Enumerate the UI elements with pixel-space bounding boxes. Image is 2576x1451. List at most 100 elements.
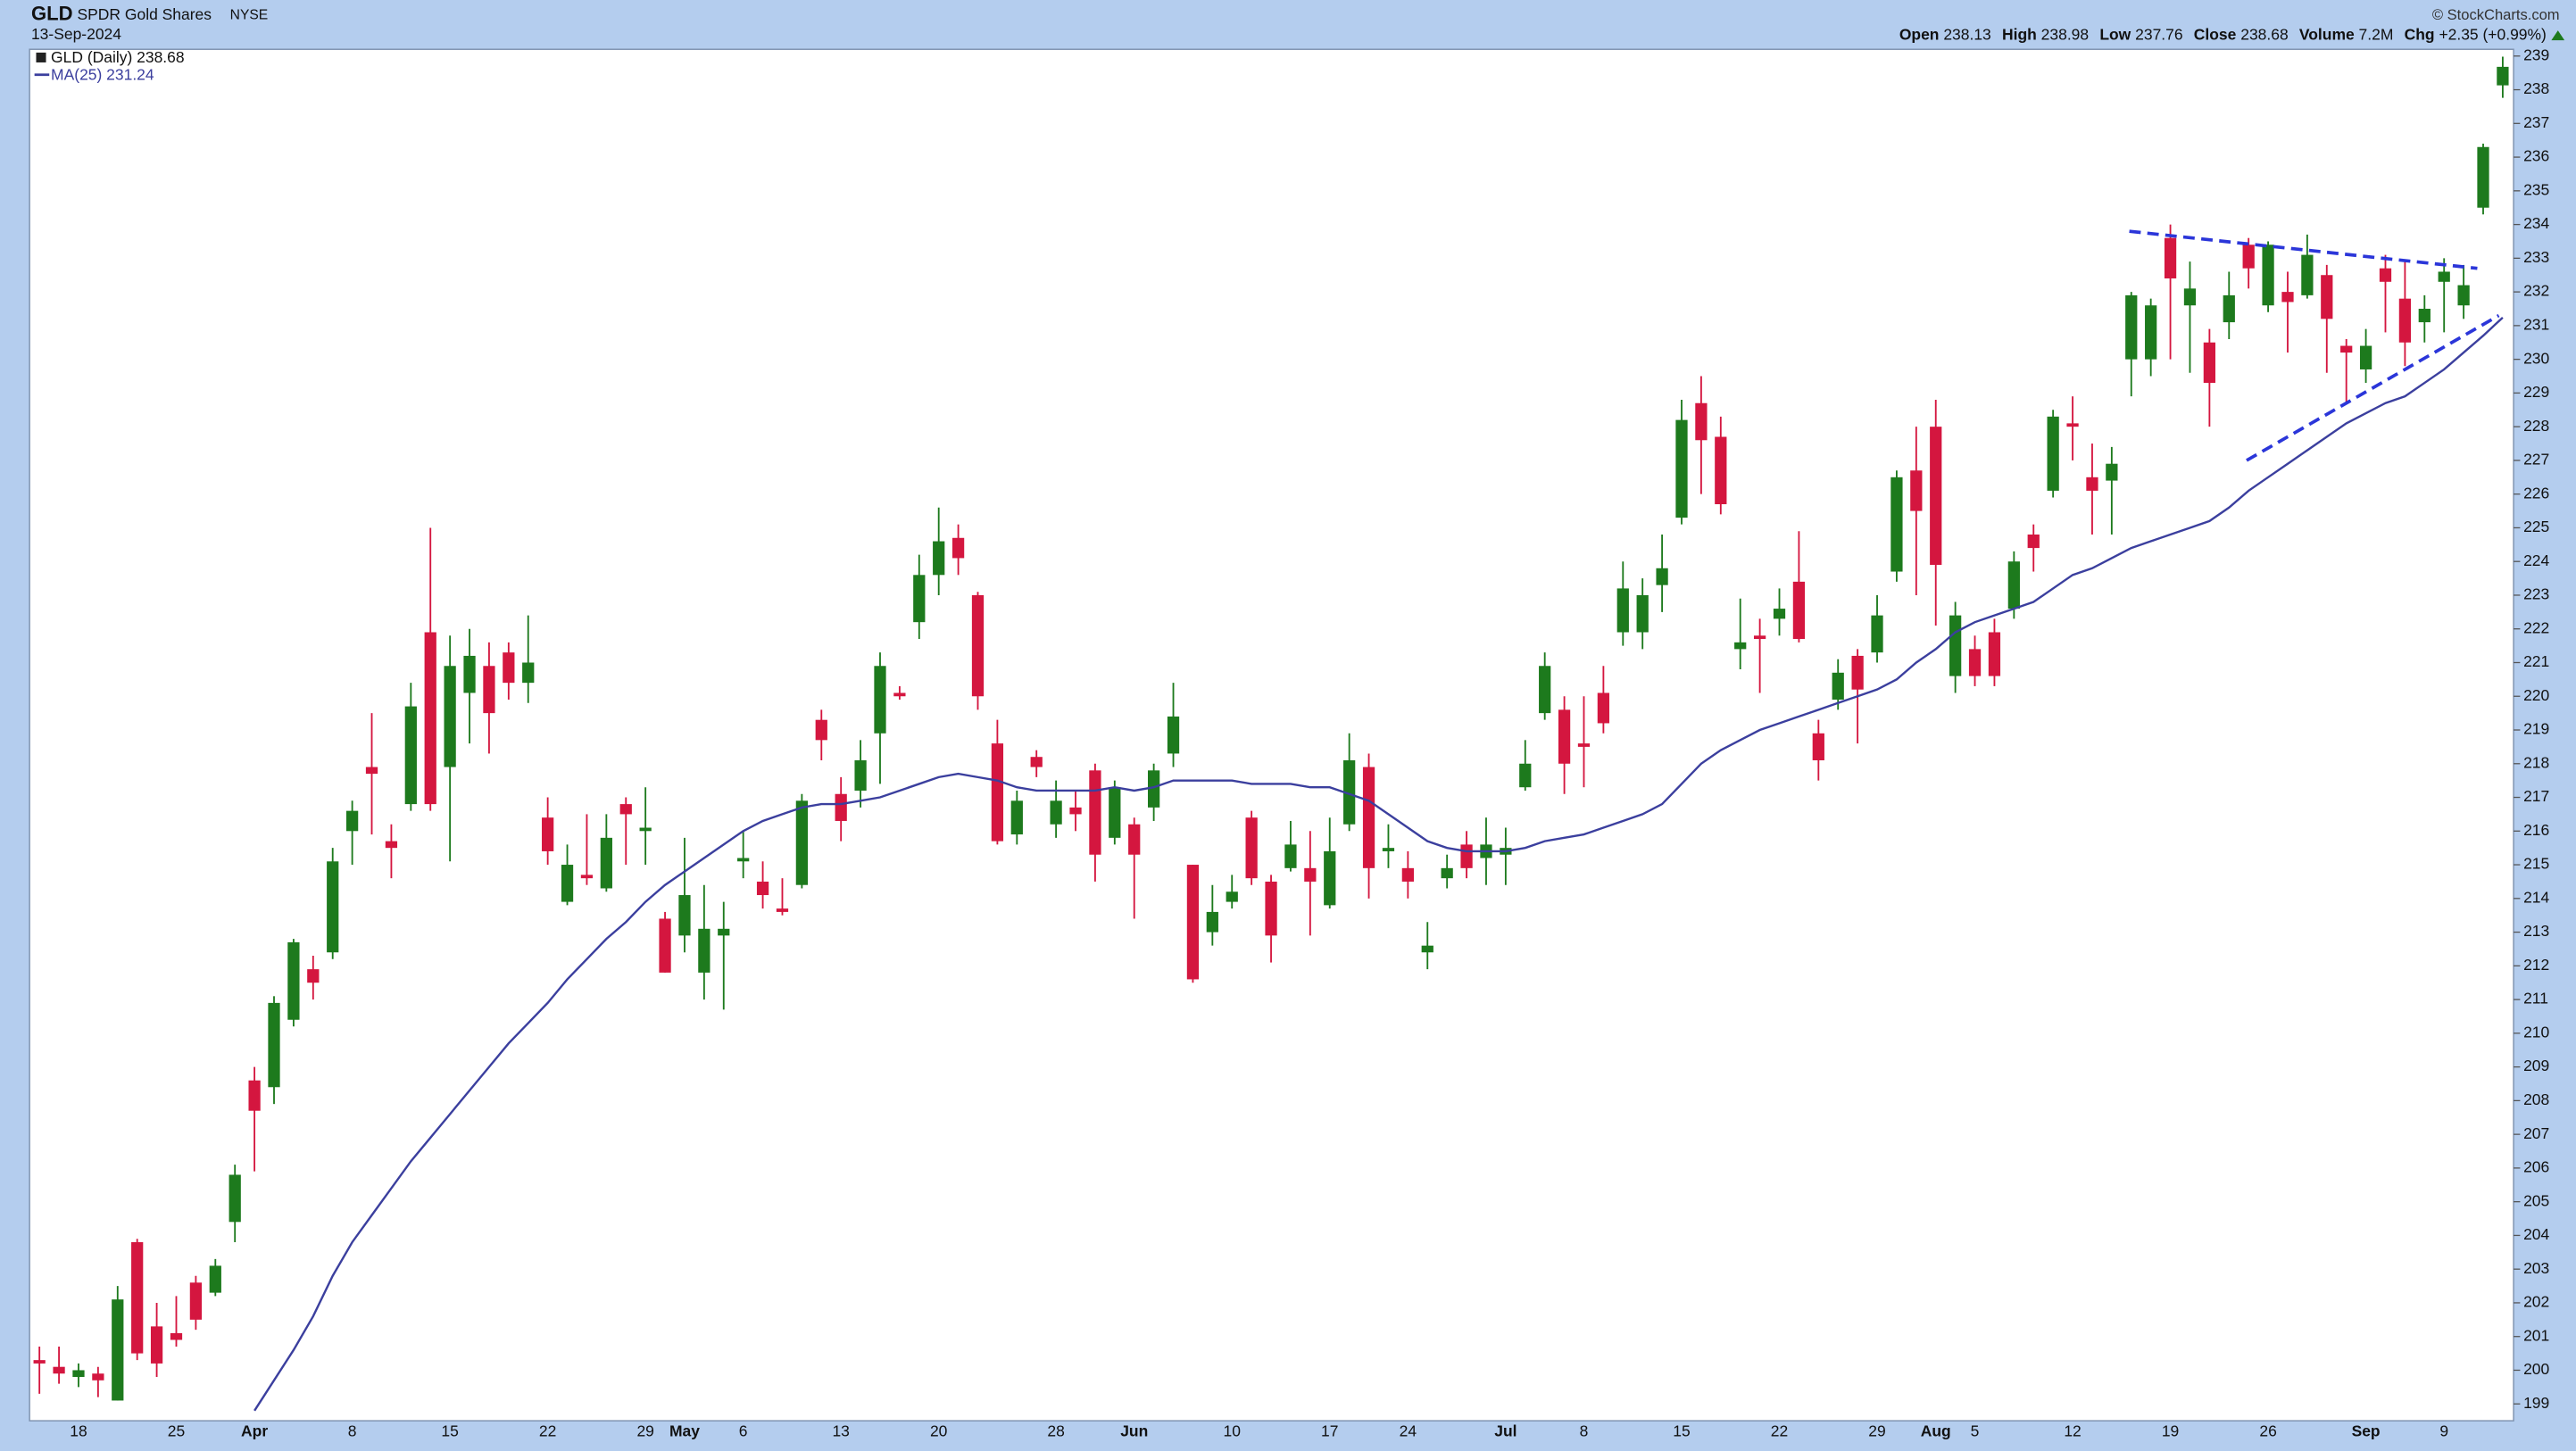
candle-body	[365, 767, 378, 775]
quote-label: Open	[1899, 25, 1940, 43]
x-tick-label: 19	[2162, 1422, 2179, 1440]
candle-body	[2047, 416, 2059, 491]
candle-body	[2438, 271, 2450, 282]
trendline	[2246, 313, 2500, 462]
candle-body	[893, 692, 906, 697]
quote-value: 7.2M	[2359, 25, 2394, 43]
candle-body	[1089, 770, 1101, 855]
candle-body	[1675, 419, 1688, 518]
candle-body	[2497, 66, 2509, 86]
x-tick-label: 15	[441, 1422, 458, 1440]
candle-body	[1890, 477, 1903, 572]
candle-body	[92, 1373, 104, 1381]
candle-body	[815, 719, 827, 741]
x-tick-label: Jun	[1120, 1422, 1148, 1440]
candle-body	[1753, 635, 1766, 640]
candle-body	[1245, 817, 1258, 879]
candle-body	[1441, 867, 1453, 879]
x-tick-label: 26	[2259, 1422, 2276, 1440]
candle-body	[1148, 770, 1160, 808]
candle-body	[737, 858, 750, 862]
candle-body	[2106, 463, 2118, 481]
candle-body	[580, 875, 594, 879]
quote-label: Chg	[2405, 25, 2435, 43]
quote-label: Volume	[2299, 25, 2355, 43]
candle-body	[248, 1080, 261, 1111]
candle-body	[1812, 733, 1824, 760]
x-tick-label: 8	[1580, 1422, 1589, 1440]
candle-body	[1128, 824, 1141, 855]
candle-body	[698, 928, 710, 973]
candle-body	[971, 594, 985, 697]
candle-body	[2164, 237, 2177, 279]
y-tick-label: 233	[2523, 248, 2549, 266]
candle-body	[2398, 298, 2412, 343]
candle-body	[795, 800, 809, 885]
security-name: SPDR Gold Shares	[78, 5, 212, 23]
candle-body	[2477, 146, 2489, 208]
y-tick-label: 237	[2523, 113, 2549, 131]
candle-body	[1186, 865, 1200, 980]
candle-body	[1050, 800, 1062, 825]
candle-body	[1401, 867, 1414, 882]
x-tick-label: 22	[539, 1422, 556, 1440]
candle-body	[951, 537, 965, 559]
candle-body	[756, 881, 769, 896]
y-tick-label: 220	[2523, 686, 2549, 704]
candle-body	[72, 1370, 85, 1378]
y-tick-label: 227	[2523, 451, 2549, 468]
candle-body	[835, 793, 847, 821]
candle-body	[229, 1174, 241, 1223]
candle-body	[854, 759, 867, 791]
quote-value: 238.98	[2041, 25, 2089, 43]
candle-body	[1949, 615, 1962, 676]
y-tick-label: 239	[2523, 46, 2549, 63]
x-tick-label: 8	[348, 1422, 357, 1440]
y-tick-label: 199	[2523, 1394, 2549, 1412]
y-tick-label: 202	[2523, 1293, 2549, 1311]
quote-label: Low	[2099, 25, 2131, 43]
candle-body	[1226, 891, 1238, 902]
y-tick-label: 215	[2523, 855, 2549, 873]
candle-body	[2301, 254, 2314, 295]
candle-body	[2125, 294, 2138, 360]
plot-area	[29, 48, 2514, 1422]
candle-body	[170, 1332, 183, 1340]
candle-body	[1539, 666, 1551, 714]
candle-body	[2418, 308, 2431, 323]
y-tick-label: 234	[2523, 214, 2549, 232]
candle-body	[1616, 588, 1629, 633]
candle-body	[619, 804, 632, 815]
y-tick-label: 231	[2523, 316, 2549, 334]
x-tick-label: 9	[2439, 1422, 2448, 1440]
candle-body	[1656, 568, 1668, 585]
candle-body	[1167, 716, 1180, 754]
x-tick-label: 5	[1971, 1422, 1980, 1440]
x-tick-label: 10	[1224, 1422, 1242, 1440]
quote-value: 237.76	[2135, 25, 2182, 43]
candle-body	[2203, 342, 2215, 384]
candle-body	[2066, 423, 2079, 427]
candle-body	[424, 632, 436, 805]
x-tick-label: 13	[832, 1422, 849, 1440]
candle-body	[2321, 275, 2333, 319]
trendline	[2129, 229, 2478, 270]
x-tick-label: 17	[1321, 1422, 1338, 1440]
candle-body	[1069, 807, 1082, 815]
candle-body	[718, 928, 730, 936]
x-tick-label: 29	[1868, 1422, 1885, 1440]
legend-icon	[36, 52, 46, 62]
legend: GLD (Daily) 238.68 MA(25) 231.24	[34, 48, 185, 83]
exchange: NYSE	[230, 8, 269, 23]
candle-body	[1304, 867, 1317, 882]
y-tick-label: 217	[2523, 787, 2549, 805]
candle-body	[1265, 881, 1277, 936]
candle-body	[1636, 594, 1649, 633]
candle-body	[268, 1002, 280, 1088]
candle-body	[1773, 609, 1786, 619]
candle-body	[2379, 268, 2392, 282]
quote-value: 238.13	[1943, 25, 1990, 43]
candle-body	[659, 918, 671, 973]
candle-body	[307, 969, 320, 983]
